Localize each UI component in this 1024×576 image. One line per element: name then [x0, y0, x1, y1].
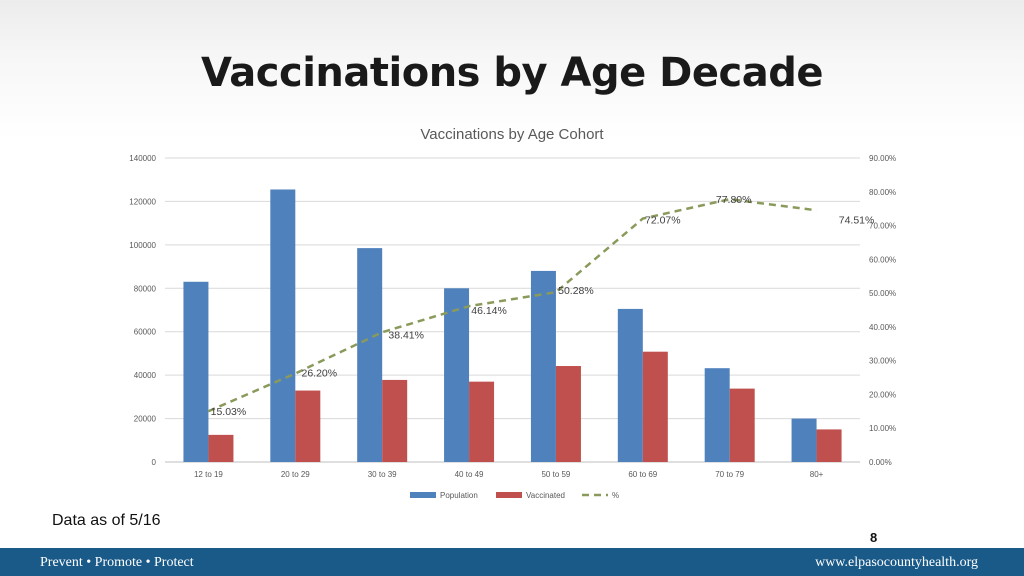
legend-label-population: Population [440, 491, 478, 500]
bar-vaccinated [382, 379, 408, 462]
x-axis: 12 to 19 20 to 29 30 to 39 40 to 49 50 to 59… [194, 470, 824, 479]
y-left-tick-label: 140000 [129, 154, 156, 163]
percent-data-label: 38.41% [388, 329, 424, 341]
percent-data-label: 26.20% [302, 368, 338, 380]
bar-population [791, 418, 817, 462]
y-right-tick-label: 0.00% [869, 458, 892, 467]
percent-data-label: 15.03% [211, 406, 247, 418]
bar-vaccinated [816, 429, 842, 462]
bar-vaccinated [555, 366, 581, 462]
y-left-tick-label: 0 [152, 458, 157, 467]
y-right-tick-label: 40.00% [869, 323, 896, 332]
gridlines [165, 157, 860, 463]
bar-population [357, 248, 383, 462]
x-tick-label: 20 to 29 [281, 470, 310, 479]
bar-vaccinated [642, 351, 668, 462]
x-tick-label: 60 to 69 [628, 470, 657, 479]
percent-data-label: 72.07% [645, 215, 681, 227]
legend-label-percent: % [612, 491, 619, 500]
percent-data-label: 74.51% [839, 214, 875, 226]
legend-label-vaccinated: Vaccinated [526, 491, 565, 500]
percent-line: 15.03% 26.20% 38.41% 46.14% 50.28% 72.07% 77.8… [207, 194, 875, 418]
x-tick-label: 50 to 59 [541, 470, 570, 479]
y-right-tick-label: 70.00% [869, 222, 896, 231]
percent-series-line [207, 197, 817, 413]
slide-title: Vaccinations by Age Decade [201, 50, 823, 96]
bars [183, 189, 842, 462]
bar-population [530, 270, 556, 462]
bar-vaccinated [208, 434, 234, 462]
x-tick-label: 30 to 39 [368, 470, 397, 479]
footer-bar: Prevent • Promote • Protect www.elpasoco… [0, 548, 1024, 576]
bar-vaccinated [469, 381, 495, 462]
bar-population [704, 368, 730, 462]
legend: Population Vaccinated% [410, 491, 619, 500]
percent-data-label: 77.80% [716, 194, 752, 206]
bar-vaccinated [729, 388, 755, 462]
y-right-tick-label: 10.00% [869, 424, 896, 433]
x-tick-label: 80+ [810, 470, 824, 479]
y-right-tick-label: 90.00% [869, 154, 896, 163]
bar-population [183, 281, 209, 462]
bar-population [444, 288, 470, 462]
y-left-tick-label: 80000 [134, 284, 157, 293]
y-left-tick-label: 40000 [134, 371, 157, 380]
chart: Vaccinations by Age Cohort 0 20000 40000 60… [129, 126, 896, 500]
footer-url-link[interactable]: www.elpasocountyhealth.org [815, 555, 978, 570]
y-axis-left: 0 20000 40000 60000 80000 100000 120000 140000 [129, 154, 156, 467]
y-right-tick-label: 20.00% [869, 390, 896, 399]
bar-population [617, 308, 643, 462]
x-tick-label: 70 to 79 [715, 470, 744, 479]
y-left-tick-label: 100000 [129, 241, 156, 250]
y-left-tick-label: 120000 [129, 197, 156, 206]
y-right-tick-label: 30.00% [869, 357, 896, 366]
bar-vaccinated [295, 390, 321, 462]
y-right-tick-label: 50.00% [869, 289, 896, 298]
y-left-tick-label: 60000 [134, 328, 157, 337]
bar-population [270, 189, 296, 462]
x-tick-label: 12 to 19 [194, 470, 223, 479]
y-left-tick-label: 20000 [134, 415, 157, 424]
x-tick-label: 40 to 49 [455, 470, 484, 479]
percent-data-label: 46.14% [471, 305, 507, 317]
chart-title: Vaccinations by Age Cohort [420, 126, 604, 143]
footer-tagline: Prevent • Promote • Protect [40, 555, 194, 570]
y-axis-right: 0.00% 10.00% 20.00% 30.00% 40.00% 50.00% 60.00… [869, 154, 896, 467]
page-number: 8 [870, 530, 878, 545]
legend-swatch-population [410, 492, 436, 498]
y-right-tick-label: 60.00% [869, 255, 896, 264]
percent-data-label: 50.28% [558, 285, 594, 297]
data-as-of-note: Data as of 5/16 [52, 512, 161, 529]
y-right-tick-label: 80.00% [869, 188, 896, 197]
legend-swatch-vaccinated [496, 492, 522, 498]
